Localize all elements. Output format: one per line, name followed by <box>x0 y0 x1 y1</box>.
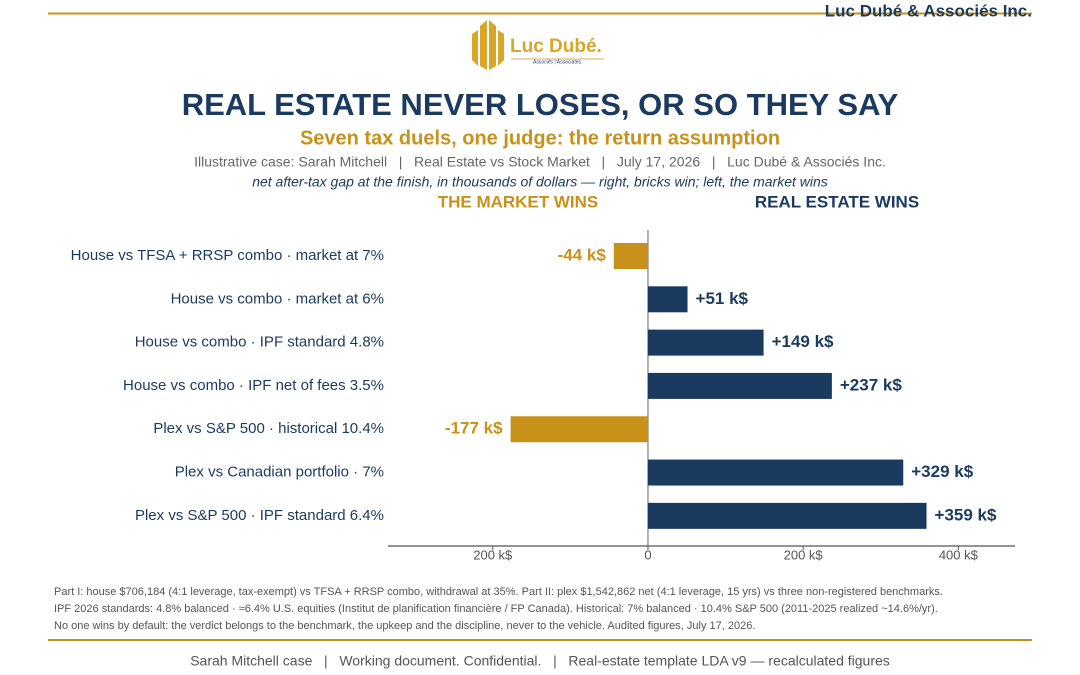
logo-name: Luc Dubé. <box>510 36 602 57</box>
x-tick-label: 200 k$ <box>784 547 824 562</box>
right-label: REAL ESTATE WINS <box>755 192 919 211</box>
chart-note: net after-tax gap at the finish, in thou… <box>252 174 828 190</box>
category-label: House vs combo · IPF standard 4.8% <box>135 334 384 351</box>
category-label: Plex vs S&P 500 · historical 10.4% <box>153 420 384 437</box>
footnote: No one wins by default: the verdict belo… <box>54 620 755 632</box>
category-label: Plex vs Canadian portfolio · 7% <box>175 464 384 481</box>
footnote: Part I: house $706,184 (4:1 leverage, ta… <box>54 586 943 598</box>
bar <box>510 416 648 443</box>
bar <box>647 329 764 356</box>
info-line: Illustrative case: Sarah Mitchell | Real… <box>194 154 886 170</box>
value-label: -44 k$ <box>558 245 607 264</box>
brand: Luc Dubé & Associés Inc. <box>825 1 1032 20</box>
chart-subtitle: Seven tax duels, one judge: the return a… <box>300 127 780 149</box>
chart-title: REAL ESTATE NEVER LOSES, OR SO THEY SAY <box>182 87 899 122</box>
x-tick-label: 200 k$ <box>473 547 513 562</box>
category-label: House vs combo · market at 6% <box>171 290 384 307</box>
bar <box>647 286 688 313</box>
bar <box>647 459 904 486</box>
x-tick-label: 0 <box>644 547 651 562</box>
bar <box>647 372 832 399</box>
category-label: House vs TFSA + RRSP combo · market at 7… <box>71 247 384 264</box>
value-label: -177 k$ <box>445 419 503 438</box>
value-label: +51 k$ <box>696 289 749 308</box>
logo-tagline: Associés | Associates <box>533 59 581 65</box>
bar <box>613 243 648 269</box>
logo-icon <box>472 20 504 70</box>
value-label: +149 k$ <box>772 332 834 351</box>
x-tick-label: 400 k$ <box>939 547 979 562</box>
value-label: +237 k$ <box>840 375 902 394</box>
bar <box>647 502 927 529</box>
category-label: House vs combo · IPF net of fees 3.5% <box>123 377 384 394</box>
value-label: +329 k$ <box>911 462 973 481</box>
footnote: IPF 2026 standards: 4.8% balanced · ≈6.4… <box>54 603 938 615</box>
footer: Sarah Mitchell case | Working document. … <box>190 653 890 669</box>
category-label: Plex vs S&P 500 · IPF standard 6.4% <box>135 507 384 524</box>
left-label: THE MARKET WINS <box>438 192 599 211</box>
value-label: +359 k$ <box>935 505 997 524</box>
